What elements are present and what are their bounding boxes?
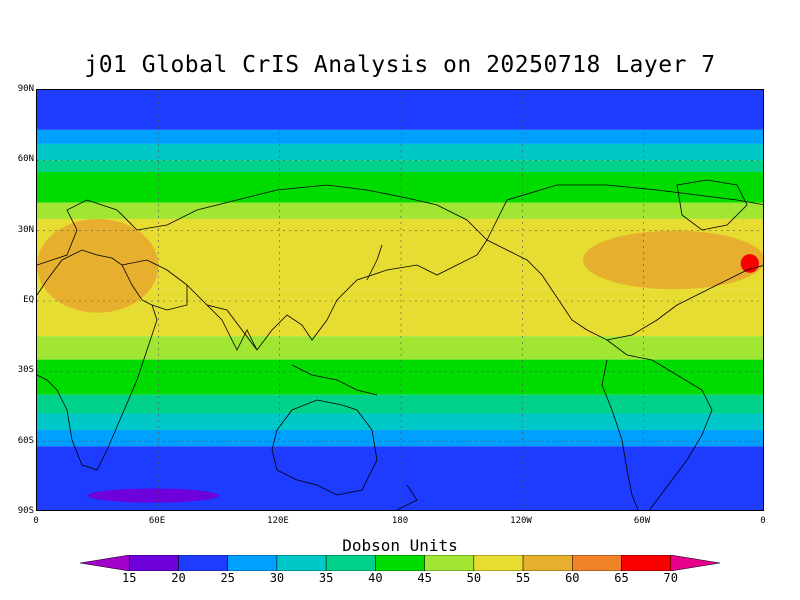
colorbar-swatch-7 xyxy=(424,555,475,571)
colorbar-swatch-11 xyxy=(621,555,672,571)
colorbar-tick-label: 20 xyxy=(171,571,186,585)
lat-label-90s: 90S xyxy=(17,506,34,516)
lat-label-eq: EQ xyxy=(23,295,34,305)
colorbar-tick-label: 60 xyxy=(565,571,580,585)
lon-label-180: 180 xyxy=(391,516,409,526)
colorbar-tick-label: 55 xyxy=(515,571,531,585)
lat-label-60s: 60S xyxy=(17,436,34,446)
coastline-india xyxy=(206,304,258,351)
colorbar-swatch-0 xyxy=(80,555,130,571)
ozone-band-9 xyxy=(37,359,763,395)
ozone-band-12 xyxy=(37,429,763,447)
ozone-band-10 xyxy=(37,394,763,414)
lon-label-60w: 60W xyxy=(633,516,651,526)
colorbar-swatch-6 xyxy=(375,555,425,571)
coastline-new-zealand xyxy=(396,484,418,510)
lon-label-0: 0 xyxy=(33,516,39,526)
lat-label-60n: 60N xyxy=(17,154,34,164)
colorbar-tick-label: 70 xyxy=(663,571,678,585)
colorbar-swatch-9 xyxy=(522,555,573,571)
coastline-australia xyxy=(271,399,378,496)
lon-label-60e: 60E xyxy=(148,516,166,526)
ozone-field xyxy=(37,90,763,510)
colorbar-tick-label: 50 xyxy=(466,571,482,585)
coastline-greenland xyxy=(676,179,748,231)
colorbar-tick-label: 30 xyxy=(269,571,285,585)
ozone-band-8 xyxy=(37,336,763,360)
coastline-north-america xyxy=(486,184,763,341)
colorbar-swatch-5 xyxy=(325,555,376,571)
colorbar-swatch-4 xyxy=(276,555,327,571)
coastline-africa xyxy=(37,249,158,471)
ozone-band-11 xyxy=(37,413,763,430)
coastline-japan xyxy=(366,244,383,281)
colorbar-swatch-8 xyxy=(473,555,524,571)
colorbar-tick-label: 45 xyxy=(417,571,432,585)
ozone-band-7 xyxy=(37,289,763,337)
colorbar-tick-label: 15 xyxy=(121,571,137,585)
colorbar-tick-label: 25 xyxy=(220,571,235,585)
ozone-band-2 xyxy=(37,143,763,161)
colorbar xyxy=(80,555,720,571)
lon-label-120w: 120W xyxy=(510,516,532,526)
lon-label-120e: 120E xyxy=(267,516,289,526)
coastlines xyxy=(37,179,763,510)
ozone-map xyxy=(36,89,764,511)
ozone-feature-1 xyxy=(583,230,763,290)
lat-label-30n: 30N xyxy=(17,225,34,235)
colorbar-title: Dobson Units xyxy=(342,536,458,555)
coastline-eurasia xyxy=(37,184,488,351)
ozone-band-4 xyxy=(37,172,763,203)
colorbar-swatch-10 xyxy=(572,555,622,571)
ozone-band-1 xyxy=(37,129,763,144)
colorbar-tick-label: 40 xyxy=(368,571,383,585)
ozone-band-5 xyxy=(37,202,763,219)
ozone-field-layer xyxy=(37,90,763,510)
colorbar-swatch-1 xyxy=(128,555,179,571)
coastline-south-america xyxy=(601,339,713,510)
colorbar-swatch-12 xyxy=(670,555,720,571)
colorbar-swatch-3 xyxy=(227,555,278,571)
ozone-band-3 xyxy=(37,160,763,173)
colorbar-tick-label: 35 xyxy=(318,571,334,585)
lat-label-30s: 30S xyxy=(17,365,34,375)
ozone-band-0 xyxy=(37,90,763,130)
ozone-feature-3 xyxy=(87,488,219,503)
colorbar-tick-label: 65 xyxy=(614,571,629,585)
ozone-feature-0 xyxy=(37,218,159,313)
gridlines xyxy=(37,90,763,510)
colorbar-swatch-2 xyxy=(178,555,228,571)
map-title: j01 Global CrIS Analysis on 20250718 Lay… xyxy=(84,52,716,78)
lat-label-90n: 90N xyxy=(17,84,34,94)
coastline-indonesia xyxy=(291,364,378,396)
lon-label-0-end: 0 xyxy=(760,516,766,526)
ozone-feature-2 xyxy=(740,254,759,273)
